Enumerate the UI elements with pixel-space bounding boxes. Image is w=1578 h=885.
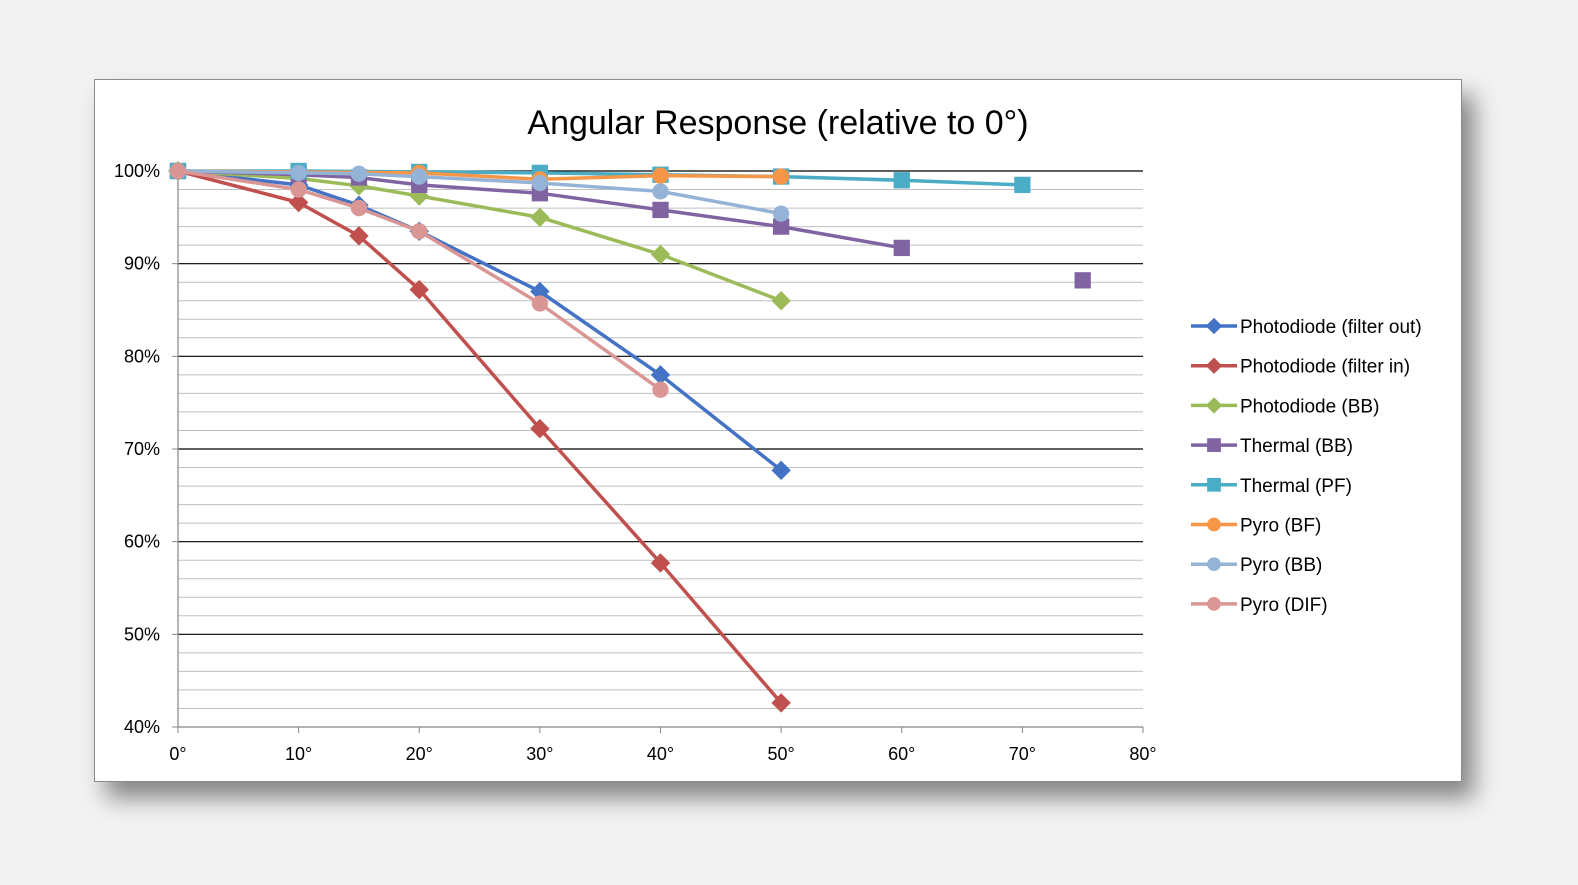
chart-frame: Angular Response (relative to 0°) 40% 50%… bbox=[94, 79, 1462, 782]
legend-swatch-marker bbox=[1205, 357, 1223, 374]
legend-item-pyro-bb: Pyro (BB) bbox=[1191, 555, 1322, 576]
legend-label: Pyro (DIF) bbox=[1240, 595, 1328, 616]
legend-item-photodiode-bb: Photodiode (BB) bbox=[1191, 396, 1379, 417]
legend-item-pyro-bf: Pyro (BF) bbox=[1191, 516, 1321, 537]
data-point bbox=[169, 162, 187, 180]
data-point bbox=[772, 168, 790, 185]
legend: Photodiode (filter out) Photodiode (filte… bbox=[1191, 317, 1422, 616]
y-tick-label: 90% bbox=[124, 254, 160, 274]
legend-label: Photodiode (filter out) bbox=[1240, 317, 1422, 338]
data-point bbox=[1074, 272, 1091, 289]
x-tick-label: 70° bbox=[1009, 744, 1036, 764]
y-tick-label: 60% bbox=[124, 532, 160, 552]
data-point bbox=[652, 167, 669, 184]
series-photodiode-filter-in bbox=[168, 161, 791, 713]
y-tick-label: 80% bbox=[124, 346, 160, 366]
angular-response-chart: Angular Response (relative to 0°) 40% 50%… bbox=[114, 104, 1422, 764]
legend-label: Photodiode (filter in) bbox=[1240, 357, 1410, 378]
data-point bbox=[290, 164, 307, 182]
series-line bbox=[177, 169, 903, 250]
data-point bbox=[771, 693, 791, 713]
legend-swatch-marker bbox=[1207, 477, 1221, 492]
data-point bbox=[893, 172, 910, 189]
legend-swatch-marker bbox=[1205, 397, 1223, 414]
x-tick-label: 80° bbox=[1129, 744, 1156, 764]
legend-label: Photodiode (BB) bbox=[1240, 396, 1379, 417]
data-point bbox=[893, 239, 910, 257]
legend-label: Pyro (BF) bbox=[1240, 516, 1321, 537]
data-point bbox=[411, 223, 428, 240]
data-point bbox=[652, 183, 669, 200]
x-tick-label: 20° bbox=[406, 744, 433, 764]
data-point bbox=[530, 207, 550, 228]
x-tick-label: 0° bbox=[169, 744, 186, 764]
legend-item-photodiode-filter-in: Photodiode (filter in) bbox=[1191, 357, 1410, 378]
legend-label: Thermal (BB) bbox=[1240, 436, 1353, 457]
data-point bbox=[652, 201, 669, 219]
x-tick-label: 10° bbox=[285, 744, 312, 764]
series-line bbox=[177, 169, 783, 705]
legend-item-photodiode-filter-out: Photodiode (filter out) bbox=[1191, 317, 1422, 338]
legend-label: Pyro (BB) bbox=[1240, 555, 1322, 576]
data-point bbox=[409, 279, 429, 300]
data-point bbox=[411, 168, 428, 185]
data-point bbox=[650, 244, 671, 265]
chart-title: Angular Response (relative to 0°) bbox=[527, 104, 1028, 142]
legend-label: Thermal (PF) bbox=[1240, 476, 1352, 497]
data-point bbox=[652, 381, 669, 398]
data-point bbox=[288, 192, 309, 213]
data-point bbox=[772, 205, 790, 222]
grid-layer bbox=[178, 170, 1143, 709]
series-photodiode-filter-out bbox=[168, 161, 791, 481]
legend-item-thermal-bb: Thermal (BB) bbox=[1191, 436, 1353, 457]
data-point bbox=[531, 174, 549, 192]
x-tick-label: 30° bbox=[526, 744, 553, 764]
data-point bbox=[349, 226, 369, 246]
legend-item-pyro-dif: Pyro (DIF) bbox=[1191, 595, 1328, 616]
data-point bbox=[350, 199, 368, 217]
data-point bbox=[290, 181, 307, 198]
series-line bbox=[177, 169, 783, 472]
y-tick-label: 100% bbox=[114, 161, 160, 181]
data-point bbox=[771, 291, 791, 311]
x-tick-label: 50° bbox=[768, 744, 795, 764]
legend-swatch-marker bbox=[1207, 597, 1221, 611]
x-tick-label: 60° bbox=[888, 744, 915, 764]
series-line bbox=[177, 169, 662, 392]
data-point bbox=[771, 460, 791, 481]
data-point bbox=[350, 165, 368, 182]
data-point bbox=[530, 418, 550, 439]
series-pyro-dif bbox=[169, 162, 669, 398]
y-tick-label: 70% bbox=[124, 439, 160, 459]
axis-layer: 40% 50% 60% 70% 80% 90% 100% 0° 10° 20° 30° 40° 50° 6… bbox=[114, 161, 1157, 764]
y-tick-label: 40% bbox=[124, 717, 160, 737]
legend-swatch-marker bbox=[1207, 557, 1221, 572]
data-point bbox=[1014, 176, 1031, 194]
data-point bbox=[531, 295, 549, 312]
legend-item-thermal-pf: Thermal (PF) bbox=[1191, 476, 1352, 497]
data-point bbox=[650, 553, 671, 573]
legend-swatch-marker bbox=[1207, 517, 1221, 532]
series-layer bbox=[168, 161, 1091, 713]
y-tick-label: 50% bbox=[124, 624, 160, 644]
legend-swatch-marker bbox=[1207, 438, 1221, 452]
x-tick-label: 40° bbox=[647, 744, 674, 764]
legend-swatch-marker bbox=[1205, 317, 1223, 335]
